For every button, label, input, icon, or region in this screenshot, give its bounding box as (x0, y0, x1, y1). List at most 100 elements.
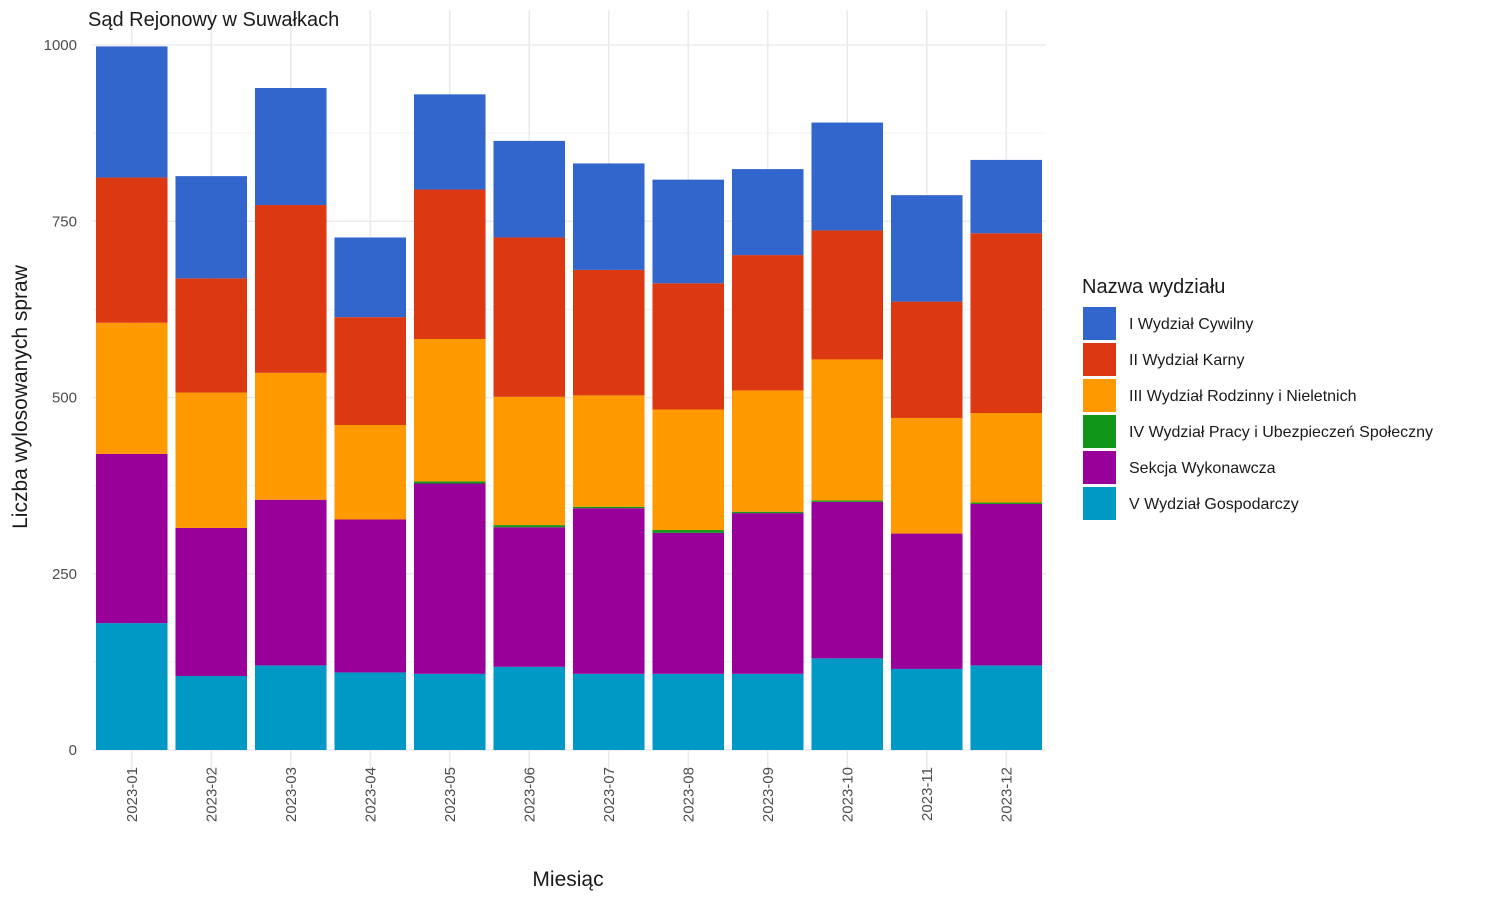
y-axis-title: Liczba wylosowanych spraw (9, 264, 32, 529)
bar-segment (493, 237, 566, 397)
bar-segment (970, 502, 1043, 504)
y-tick-label: 500 (52, 390, 77, 407)
bar-segment (970, 413, 1043, 503)
bar-segment (493, 525, 566, 528)
legend-label: Sekcja Wykonawcza (1129, 460, 1276, 477)
bar-segment (811, 122, 884, 231)
legend-title: Nazwa wydziału (1082, 276, 1225, 298)
bar-segment (413, 483, 486, 674)
legend-swatch (1083, 415, 1116, 448)
chart-title: Sąd Rejonowy w Suwałkach (88, 9, 339, 31)
bar-segment (175, 675, 248, 750)
bar-segment (413, 189, 486, 339)
bar-segment (890, 533, 963, 669)
bar-segment (572, 506, 645, 509)
bar-segment (175, 176, 248, 279)
bar-segment (334, 317, 407, 425)
bar-segment (95, 46, 168, 178)
bar-segment (970, 503, 1043, 666)
bar-segment (811, 501, 884, 659)
x-tick-label: 2023-08 (680, 767, 697, 822)
bar-segment (413, 94, 486, 190)
bar-segment (652, 409, 725, 531)
bar-segment (95, 322, 168, 454)
bar-segment (811, 230, 884, 360)
x-tick-label: 2023-05 (442, 767, 459, 822)
bar-segment (254, 665, 327, 750)
x-tick-label: 2023-01 (124, 767, 141, 822)
x-axis-ticks: 2023-01 2023-02 2023-03 2023-04 2023-05 2023-… (124, 767, 1016, 822)
bar-segment (254, 499, 327, 666)
x-tick-label: 2023-03 (283, 767, 300, 822)
x-tick-label: 2023-04 (362, 767, 379, 822)
legend: Nazwa wydziału I Wydział Cywilny II Wydzi… (1082, 276, 1433, 520)
bar-segment (652, 673, 725, 750)
bar-segment (334, 424, 407, 520)
bar-segment (652, 283, 725, 410)
x-tick-label: 2023-02 (203, 767, 220, 822)
bar-segment (572, 508, 645, 674)
legend-swatch (1083, 307, 1116, 340)
bar-segment (413, 673, 486, 750)
bar-segment (254, 372, 327, 500)
bar-segment (334, 237, 407, 318)
x-tick-label: 2023-10 (839, 767, 856, 822)
legend-swatch (1083, 487, 1116, 520)
bar-segment (811, 359, 884, 501)
x-axis-title: Miesiąc (532, 868, 603, 891)
legend-label: IV Wydział Pracy i Ubezpieczeń Społeczny (1129, 424, 1433, 441)
bar-segment (731, 673, 804, 750)
bar-segment (811, 500, 884, 502)
legend-label: II Wydział Karny (1129, 352, 1244, 369)
bar-segment (334, 519, 407, 673)
bar-segment (175, 278, 248, 393)
bar-segment (970, 665, 1043, 750)
bar-segment (175, 392, 248, 528)
x-tick-label: 2023-07 (601, 767, 618, 822)
x-tick-label: 2023-09 (760, 767, 777, 822)
bar-segment (413, 481, 486, 484)
bar-segment (652, 530, 725, 533)
bar-segment (652, 532, 725, 674)
x-tick-label: 2023-12 (998, 767, 1015, 822)
bar-segment (493, 666, 566, 750)
bar-segment (890, 301, 963, 418)
bar-segment (95, 453, 168, 624)
y-tick-label: 750 (52, 213, 77, 230)
y-axis-ticks: 0 250 500 750 1000 (44, 37, 77, 759)
legend-label: III Wydział Rodzinny i Nieletnich (1129, 388, 1357, 405)
bar-segment (254, 205, 327, 373)
bar-segment (493, 140, 566, 238)
legend-swatch (1083, 343, 1116, 376)
bar-segment (731, 513, 804, 674)
bar-segment (572, 395, 645, 507)
bar-segment (493, 396, 566, 526)
bar-segment (493, 527, 566, 667)
legend-label: V Wydział Gospodarczy (1129, 496, 1299, 513)
bar-segment (572, 163, 645, 270)
bar-segment (334, 672, 407, 750)
bar-segment (731, 255, 804, 391)
bar-segment (175, 527, 248, 676)
bar-segment (970, 159, 1043, 234)
bar-segment (572, 673, 645, 750)
x-tick-label: 2023-11 (919, 767, 936, 821)
bar-segment (731, 511, 804, 514)
bar-segment (572, 269, 645, 396)
bar-segment (970, 233, 1043, 414)
bar-segment (413, 338, 486, 482)
bars (95, 46, 1043, 750)
bar-segment (95, 623, 168, 750)
bar-segment (95, 177, 168, 323)
y-tick-label: 1000 (44, 37, 77, 54)
bar-segment (811, 658, 884, 750)
bar-segment (731, 390, 804, 512)
legend-swatch (1083, 451, 1116, 484)
legend-swatch (1083, 379, 1116, 412)
bar-segment (890, 417, 963, 534)
bar-segment (731, 169, 804, 256)
bar-segment (254, 88, 327, 206)
x-tick-label: 2023-06 (521, 767, 538, 822)
bar-segment (890, 668, 963, 750)
